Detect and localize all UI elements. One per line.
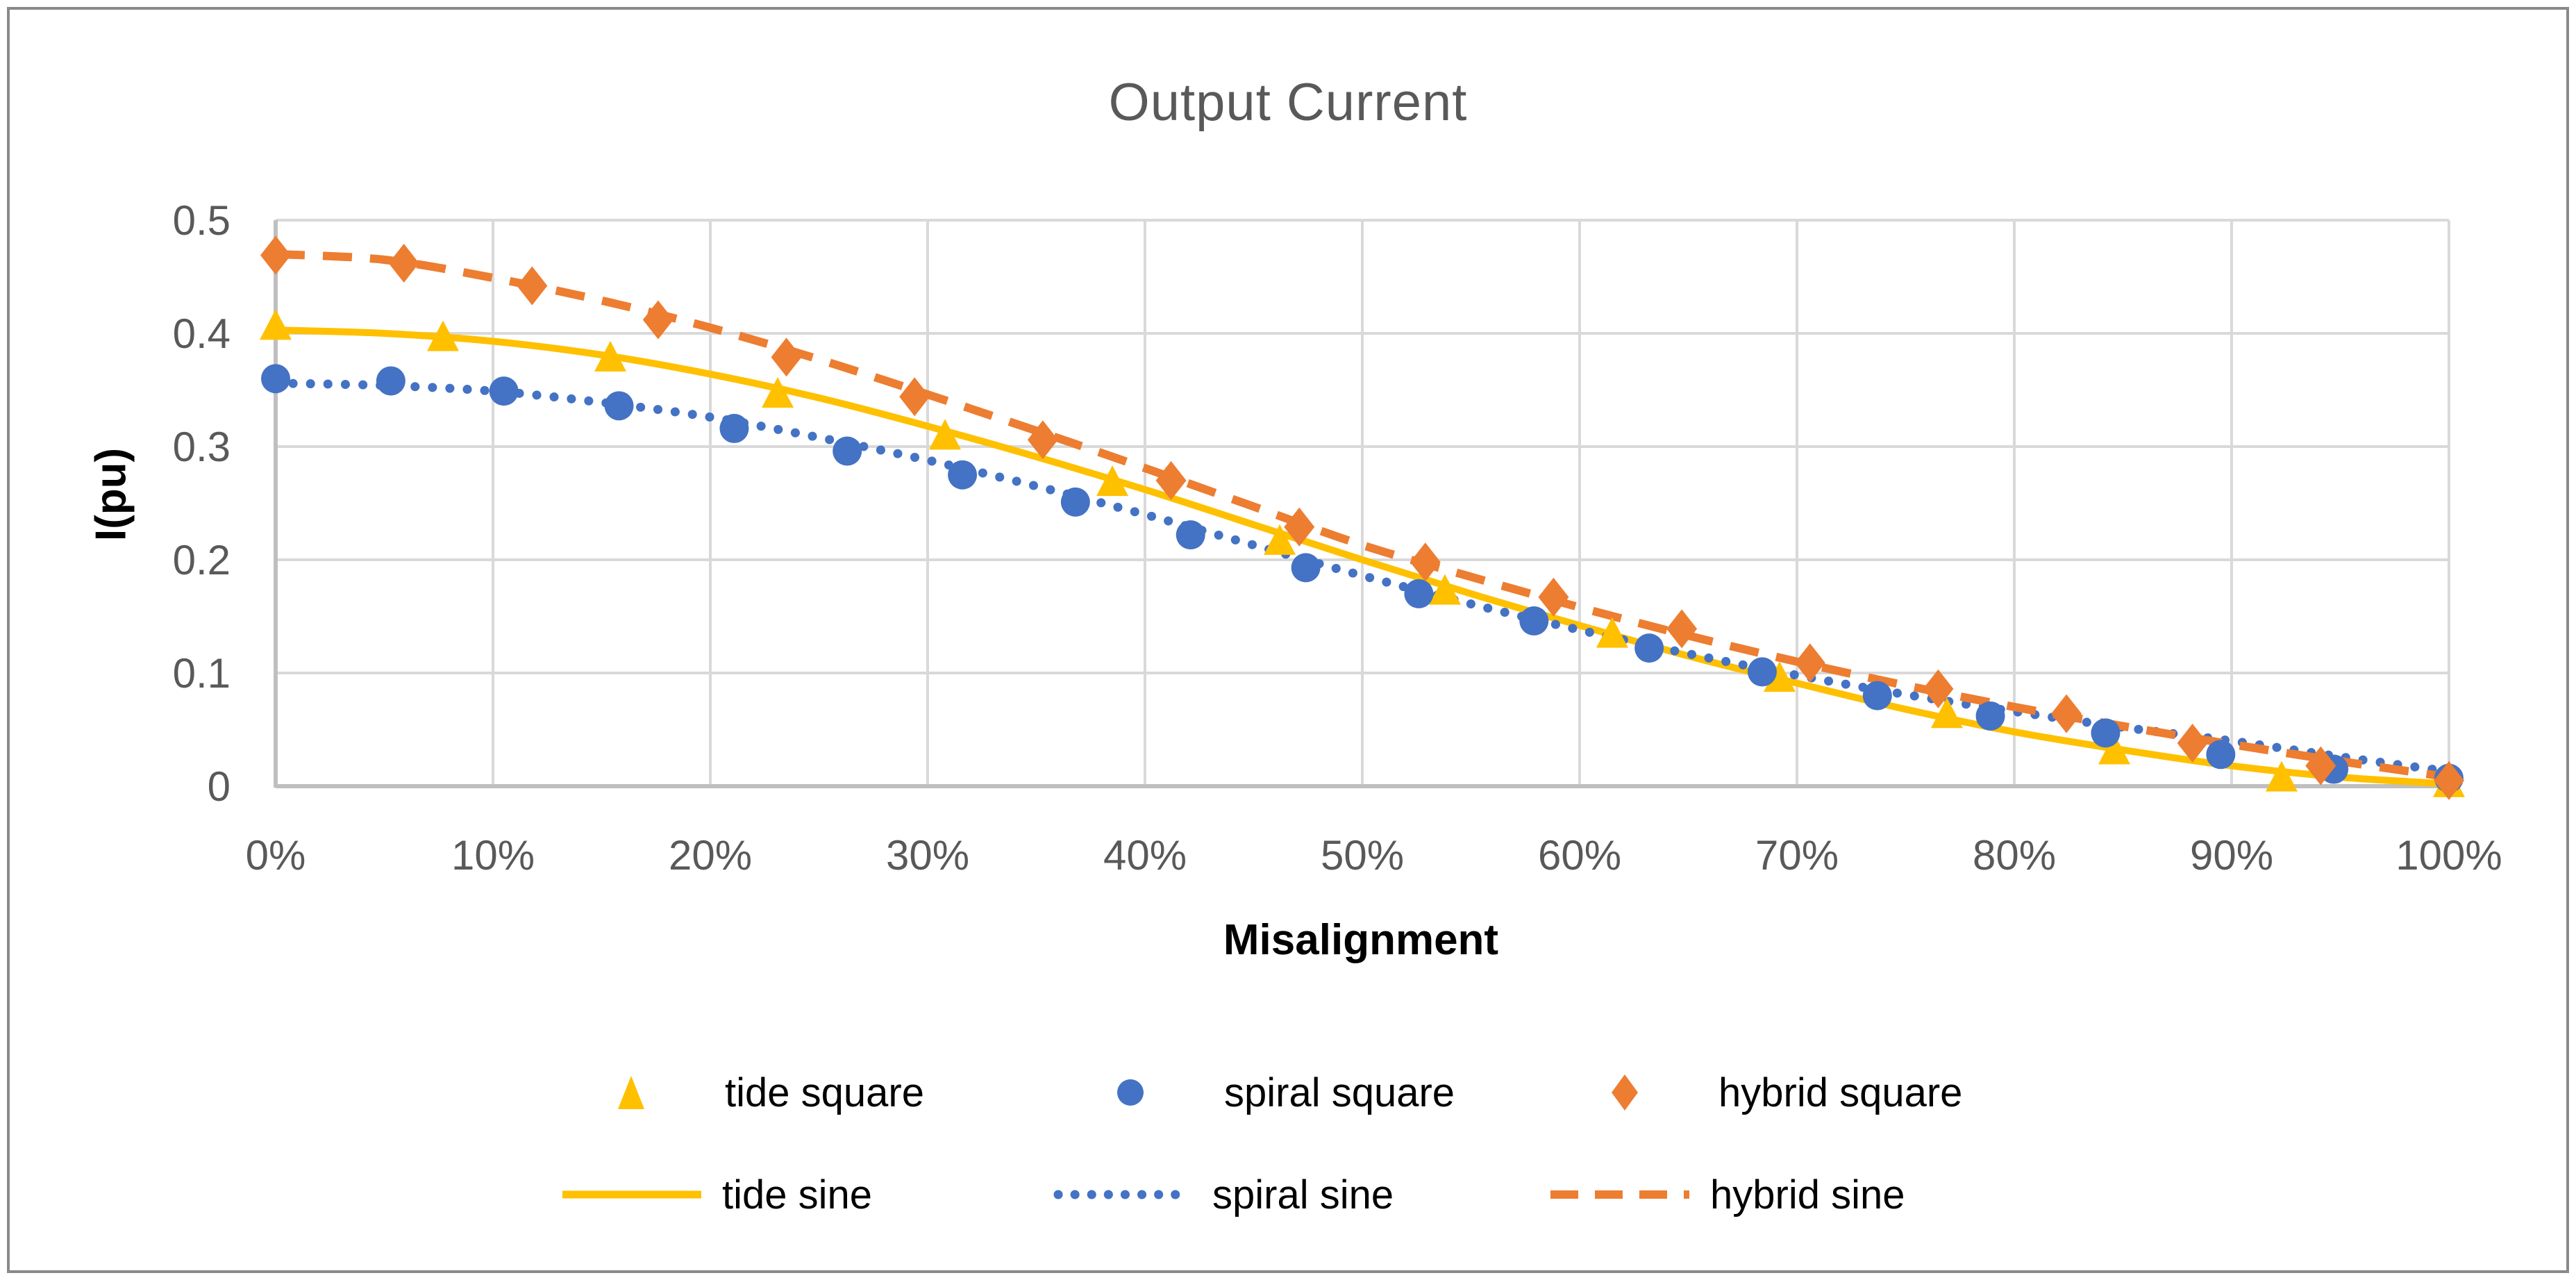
marker-diamond-hybrid-square (1410, 542, 1441, 582)
marker-circle-spiral-square (1634, 633, 1664, 663)
marker-circle-spiral-square (261, 364, 290, 394)
marker-diamond-hybrid-square (2177, 724, 2208, 763)
legend-item-spiral-square: spiral square (1108, 1063, 1455, 1122)
marker-circle-spiral-square (719, 413, 749, 443)
dashed-line-icon (1550, 1190, 1689, 1199)
marker-circle-spiral-square (1404, 579, 1434, 608)
legend-label: tide square (725, 1070, 924, 1115)
marker-circle-spiral-square (2091, 718, 2121, 748)
x-axis-title: Misalignment (1223, 916, 1499, 964)
marker-circle-spiral-square (376, 366, 405, 396)
marker-circle-spiral-square (1519, 606, 1549, 636)
marker-diamond-hybrid-square (260, 235, 291, 275)
x-tick-label: 70% (1755, 832, 1839, 879)
x-tick-label: 40% (1103, 832, 1187, 879)
series-line-spiral-sine (271, 379, 2454, 776)
marker-diamond-hybrid-square (2305, 746, 2336, 786)
chart-title: Output Current (1108, 73, 1468, 132)
chart-border (7, 7, 2569, 1273)
y-tick-label: 0.5 (173, 197, 231, 244)
legend-label: tide sine (722, 1172, 873, 1217)
x-tick-label: 50% (1321, 832, 1404, 879)
marker-circle-spiral-square (1176, 520, 1205, 550)
marker-diamond-hybrid-square (388, 243, 419, 283)
x-tick-label: 10% (451, 832, 535, 879)
marker-triangle-tide-square (594, 340, 627, 372)
marker-triangle-tide-square (1096, 465, 1129, 497)
marker-circle-spiral-square (948, 460, 978, 490)
y-tick-label: 0.3 (173, 424, 231, 470)
marker-diamond-hybrid-square (1794, 643, 1825, 683)
marker-triangle-tide-square (1596, 617, 1628, 648)
marker-diamond-hybrid-square (2051, 694, 2082, 733)
x-tick-label: 30% (886, 832, 969, 879)
legend-item-tide-sine: tide sine (562, 1165, 872, 1224)
marker-triangle-tide-square (260, 309, 292, 340)
marker-triangle-tide-square (929, 419, 962, 450)
marker-diamond-hybrid-square (771, 338, 802, 377)
marker-triangle-tide-square (427, 320, 460, 351)
marker-diamond-hybrid-square (1666, 609, 1698, 649)
diamond-marker-icon (1612, 1074, 1638, 1111)
legend-item-hybrid-square: hybrid square (1603, 1063, 1962, 1122)
marker-diamond-hybrid-square (1284, 507, 1315, 547)
legend-label: spiral square (1224, 1070, 1455, 1115)
y-tick-label: 0.2 (173, 537, 231, 583)
y-tick-label: 0.1 (173, 650, 231, 697)
marker-circle-spiral-square (489, 376, 519, 406)
x-tick-label: 90% (2190, 832, 2273, 879)
marker-diamond-hybrid-square (1027, 420, 1058, 460)
marker-diamond-hybrid-square (1538, 577, 1569, 617)
marker-circle-spiral-square (1747, 657, 1777, 687)
marker-circle-spiral-square (1975, 701, 2005, 731)
y-tick-label: 0 (208, 763, 231, 810)
marker-triangle-tide-square (1264, 524, 1296, 555)
marker-circle-spiral-square (1862, 681, 1892, 710)
marker-triangle-tide-square (1763, 661, 1796, 692)
marker-diamond-hybrid-square (899, 377, 930, 417)
marker-triangle-tide-square (1930, 697, 1963, 729)
legend-label: hybrid sine (1710, 1172, 1905, 1217)
triangle-marker-icon (618, 1076, 644, 1109)
marker-diamond-hybrid-square (517, 266, 548, 306)
circle-marker-icon (1117, 1079, 1144, 1106)
dotted-line-icon (1053, 1190, 1191, 1199)
y-tick-label: 0.4 (173, 310, 231, 357)
marker-triangle-tide-square (2098, 733, 2130, 765)
legend-item-spiral-sine: spiral sine (1053, 1165, 1394, 1224)
marker-circle-spiral-square (1060, 487, 1090, 517)
legend-label: hybrid square (1718, 1070, 1963, 1115)
x-tick-label: 100% (2395, 832, 2502, 879)
marker-triangle-tide-square (1428, 574, 1461, 605)
x-tick-label: 20% (669, 832, 752, 879)
series-line-tide-sine (275, 326, 2450, 788)
marker-circle-spiral-square (2206, 740, 2236, 770)
circle-marker-shape (1117, 1079, 1144, 1106)
marker-triangle-tide-square (762, 377, 794, 408)
triangle-marker-shape (618, 1076, 644, 1109)
x-tick-label: 0% (246, 832, 306, 879)
marker-diamond-hybrid-square (1923, 669, 1954, 708)
marker-circle-spiral-square (604, 391, 634, 421)
marker-triangle-tide-square (2265, 760, 2298, 792)
marker-diamond-hybrid-square (642, 300, 674, 340)
legend-label: spiral sine (1212, 1172, 1394, 1217)
solid-line-icon (562, 1190, 701, 1199)
marker-circle-spiral-square (1291, 553, 1321, 583)
marker-diamond-hybrid-square (2434, 760, 2464, 800)
marker-diamond-hybrid-square (1155, 460, 1187, 500)
x-tick-label: 80% (1973, 832, 2056, 879)
legend-item-hybrid-sine: hybrid sine (1550, 1165, 1905, 1224)
x-tick-label: 60% (1538, 832, 1621, 879)
marker-circle-spiral-square (833, 436, 862, 466)
legend-item-tide-square: tide square (609, 1063, 924, 1122)
diamond-marker-shape (1612, 1074, 1638, 1111)
